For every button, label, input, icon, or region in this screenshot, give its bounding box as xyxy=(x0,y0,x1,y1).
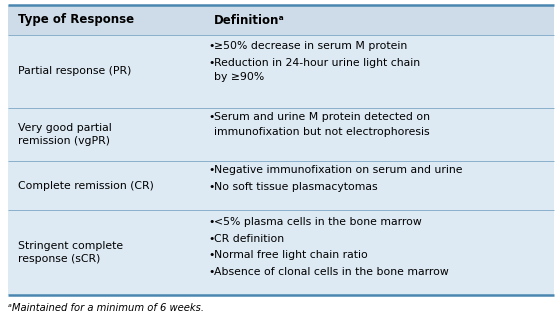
Text: •: • xyxy=(209,58,215,68)
Text: •: • xyxy=(209,41,215,51)
Text: Absence of clonal cells in the bone marrow: Absence of clonal cells in the bone marr… xyxy=(214,267,449,277)
Bar xyxy=(8,5,554,35)
Text: Partial response (PR): Partial response (PR) xyxy=(18,66,132,76)
Text: Type of Response: Type of Response xyxy=(18,14,134,26)
Text: Serum and urine M protein detected on: Serum and urine M protein detected on xyxy=(214,112,430,122)
Text: Complete remission (CR): Complete remission (CR) xyxy=(18,181,154,191)
Text: •: • xyxy=(209,217,215,227)
Text: by ≥90%: by ≥90% xyxy=(214,72,264,82)
Text: •: • xyxy=(209,267,215,277)
Text: Very good partial
remission (vgPR): Very good partial remission (vgPR) xyxy=(18,123,112,146)
Text: Definitionᵃ: Definitionᵃ xyxy=(214,14,284,26)
Text: <5% plasma cells in the bone marrow: <5% plasma cells in the bone marrow xyxy=(214,217,422,227)
Text: immunofixation but not electrophoresis: immunofixation but not electrophoresis xyxy=(214,127,430,137)
Text: Normal free light chain ratio: Normal free light chain ratio xyxy=(214,251,367,260)
Text: •: • xyxy=(209,233,215,243)
Text: Negative immunofixation on serum and urine: Negative immunofixation on serum and uri… xyxy=(214,165,463,175)
Text: •: • xyxy=(209,182,215,192)
Text: ᵃMaintained for a minimum of 6 weeks.: ᵃMaintained for a minimum of 6 weeks. xyxy=(8,303,204,313)
Text: CR definition: CR definition xyxy=(214,233,284,243)
Text: Stringent complete
response (sCR): Stringent complete response (sCR) xyxy=(18,241,123,264)
Text: •: • xyxy=(209,251,215,260)
Text: •: • xyxy=(209,112,215,122)
Text: Reduction in 24-hour urine light chain: Reduction in 24-hour urine light chain xyxy=(214,58,420,68)
Text: •: • xyxy=(209,165,215,175)
Text: ≥50% decrease in serum M protein: ≥50% decrease in serum M protein xyxy=(214,41,407,51)
Text: No soft tissue plasmacytomas: No soft tissue plasmacytomas xyxy=(214,182,377,192)
